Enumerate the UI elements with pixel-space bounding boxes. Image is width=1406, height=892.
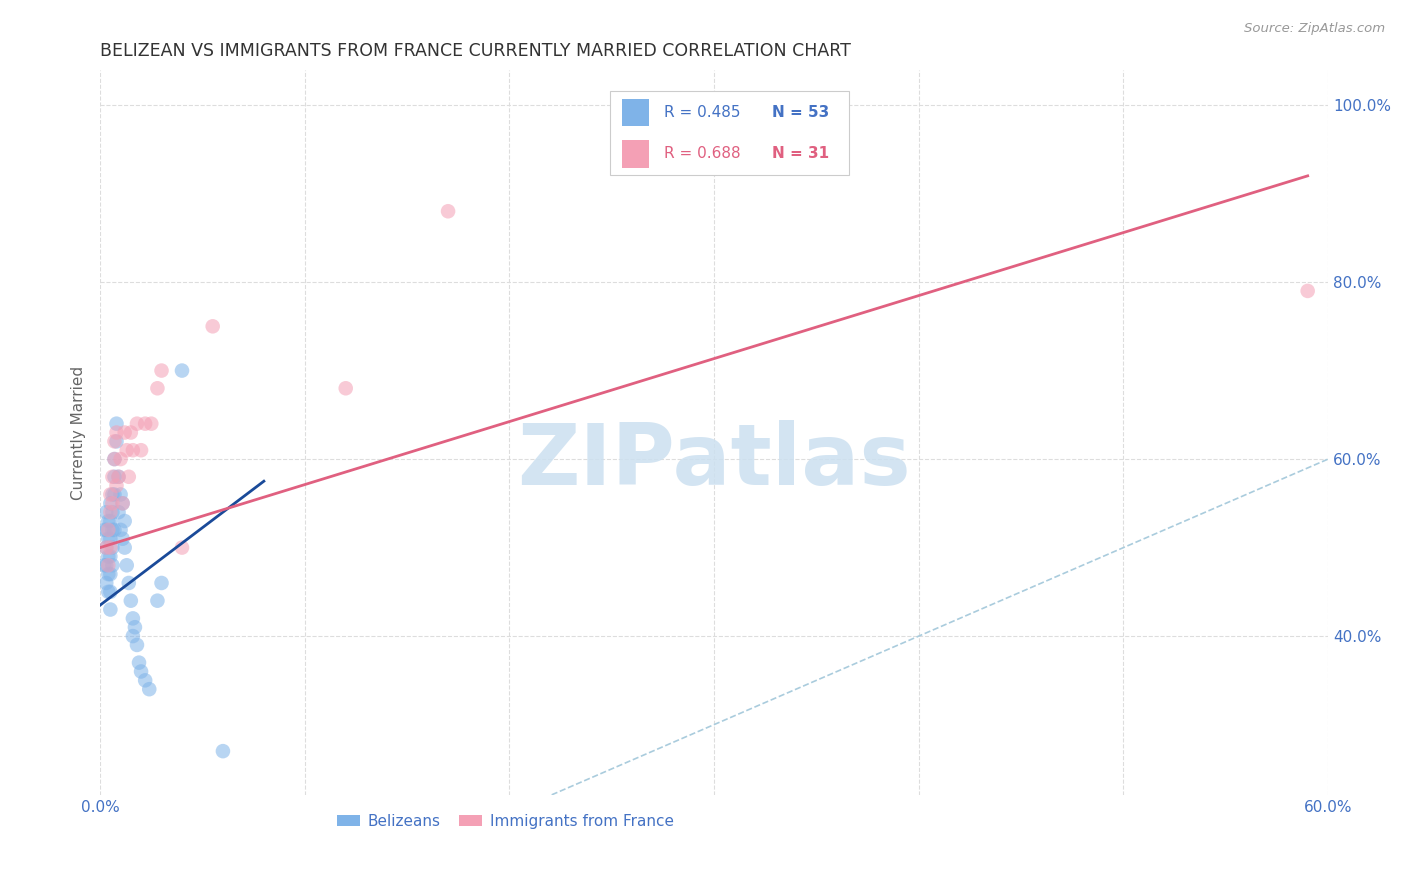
Point [124, 620, 146, 634]
Point [97, 549, 120, 564]
Point [146, 593, 169, 607]
Point [93, 558, 115, 573]
Point [120, 593, 142, 607]
Point [141, 417, 163, 431]
Point [96, 558, 118, 573]
Point [125, 638, 148, 652]
Point [101, 487, 124, 501]
Text: Source: ZipAtlas.com: Source: ZipAtlas.com [1244, 22, 1385, 36]
Point [98, 602, 121, 616]
Point [97, 532, 120, 546]
Point [103, 434, 125, 449]
Point [107, 470, 129, 484]
Point [110, 452, 132, 467]
FancyBboxPatch shape [610, 91, 849, 175]
Point [122, 443, 145, 458]
Point [101, 505, 124, 519]
Point [96, 505, 118, 519]
Point [138, 682, 160, 697]
Point [114, 541, 136, 555]
Text: N = 53: N = 53 [772, 105, 830, 120]
Point [114, 425, 136, 440]
Point [120, 425, 142, 440]
Point [107, 470, 129, 484]
Point [115, 558, 138, 573]
Point [98, 496, 121, 510]
Point [93, 523, 115, 537]
Legend: Belizeans, Immigrants from France: Belizeans, Immigrants from France [330, 808, 679, 835]
Point [134, 673, 156, 688]
Point [105, 425, 128, 440]
Point [122, 611, 145, 625]
Point [98, 514, 121, 528]
Point [98, 505, 121, 519]
Point [105, 478, 128, 492]
Point [122, 629, 145, 643]
Point [97, 523, 120, 537]
Point [105, 434, 128, 449]
Point [97, 514, 120, 528]
Point [98, 541, 121, 555]
Point [103, 452, 125, 467]
Point [101, 523, 124, 537]
Point [101, 541, 124, 555]
Point [1296, 284, 1319, 298]
Point [97, 558, 120, 573]
Point [118, 470, 141, 484]
Point [101, 558, 124, 573]
FancyBboxPatch shape [621, 99, 650, 127]
Point [96, 576, 118, 591]
Point [103, 487, 125, 501]
Text: ZIPatlas: ZIPatlas [517, 420, 911, 503]
Point [437, 204, 460, 219]
Text: R = 0.688: R = 0.688 [664, 146, 741, 161]
Point [96, 523, 118, 537]
FancyBboxPatch shape [621, 140, 650, 168]
Point [134, 417, 156, 431]
Point [111, 532, 134, 546]
Point [98, 584, 121, 599]
Point [150, 363, 173, 377]
Point [98, 549, 121, 564]
Point [110, 487, 132, 501]
Point [125, 417, 148, 431]
Point [111, 496, 134, 510]
Y-axis label: Currently Married: Currently Married [72, 366, 86, 500]
Point [97, 567, 120, 582]
Text: R = 0.485: R = 0.485 [664, 105, 741, 120]
Point [129, 665, 152, 679]
Text: BELIZEAN VS IMMIGRANTS FROM FRANCE CURRENTLY MARRIED CORRELATION CHART: BELIZEAN VS IMMIGRANTS FROM FRANCE CURRE… [100, 42, 851, 60]
Point [98, 532, 121, 546]
Point [118, 576, 141, 591]
Point [107, 505, 129, 519]
Point [110, 523, 132, 537]
Text: N = 31: N = 31 [772, 146, 830, 161]
Point [111, 496, 134, 510]
Point [98, 487, 121, 501]
Point [150, 576, 173, 591]
Point [103, 523, 125, 537]
Point [170, 363, 193, 377]
Point [128, 656, 150, 670]
Point [96, 541, 118, 555]
Point [105, 417, 128, 431]
Point [129, 443, 152, 458]
Point [335, 381, 357, 395]
Point [212, 744, 235, 758]
Point [98, 567, 121, 582]
Point [96, 541, 118, 555]
Point [101, 496, 124, 510]
Point [103, 452, 125, 467]
Point [170, 541, 193, 555]
Point [114, 514, 136, 528]
Point [146, 381, 169, 395]
Point [201, 319, 224, 334]
Point [115, 443, 138, 458]
Point [101, 470, 124, 484]
Point [97, 584, 120, 599]
Point [103, 470, 125, 484]
